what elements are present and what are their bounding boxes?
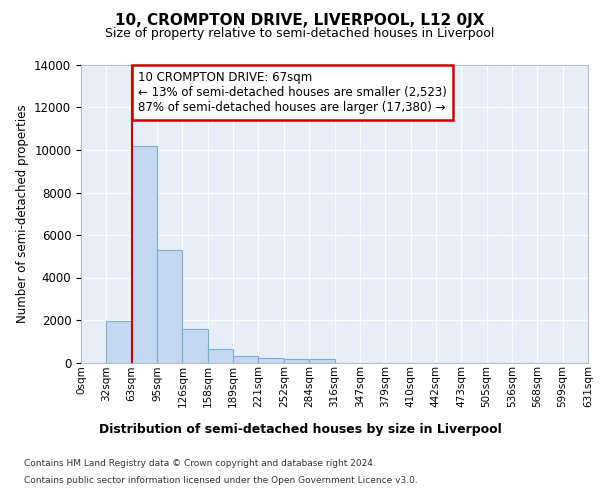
- Text: Contains HM Land Registry data © Crown copyright and database right 2024.: Contains HM Land Registry data © Crown c…: [24, 458, 376, 468]
- Bar: [284, 359, 309, 362]
- Bar: [132, 146, 157, 362]
- Bar: [157, 250, 182, 362]
- Bar: [309, 360, 335, 362]
- Text: Contains public sector information licensed under the Open Government Licence v3: Contains public sector information licen…: [24, 476, 418, 485]
- Bar: [106, 321, 132, 362]
- Bar: [259, 358, 284, 362]
- Bar: [208, 348, 233, 362]
- Text: 10 CROMPTON DRIVE: 67sqm
← 13% of semi-detached houses are smaller (2,523)
87% o: 10 CROMPTON DRIVE: 67sqm ← 13% of semi-d…: [138, 72, 447, 114]
- Bar: [233, 356, 259, 362]
- Text: 10, CROMPTON DRIVE, LIVERPOOL, L12 0JX: 10, CROMPTON DRIVE, LIVERPOOL, L12 0JX: [115, 12, 485, 28]
- Text: Distribution of semi-detached houses by size in Liverpool: Distribution of semi-detached houses by …: [98, 422, 502, 436]
- Bar: [182, 329, 208, 362]
- Y-axis label: Number of semi-detached properties: Number of semi-detached properties: [16, 104, 29, 323]
- Text: Size of property relative to semi-detached houses in Liverpool: Size of property relative to semi-detach…: [106, 28, 494, 40]
